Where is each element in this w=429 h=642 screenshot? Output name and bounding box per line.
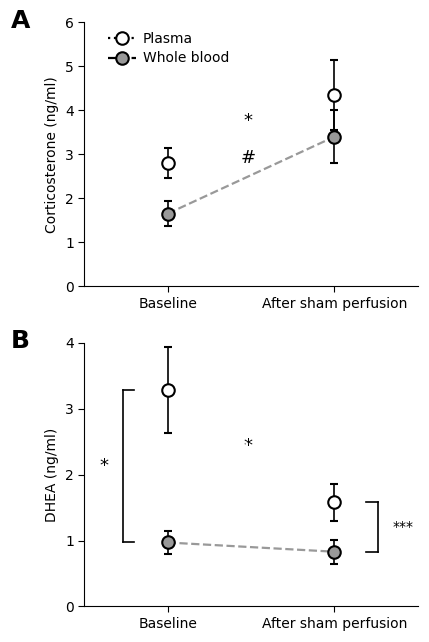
Legend: Plasma, Whole blood: Plasma, Whole blood	[108, 32, 229, 65]
Text: A: A	[11, 9, 30, 33]
Y-axis label: DHEA (ng/ml): DHEA (ng/ml)	[45, 428, 59, 522]
Text: *: *	[243, 437, 252, 455]
Text: B: B	[11, 329, 30, 354]
Text: ***: ***	[393, 520, 414, 534]
Text: *: *	[243, 112, 252, 130]
Text: #: #	[240, 148, 255, 166]
Y-axis label: Corticosterone (ng/ml): Corticosterone (ng/ml)	[45, 76, 59, 232]
Text: *: *	[100, 457, 109, 475]
